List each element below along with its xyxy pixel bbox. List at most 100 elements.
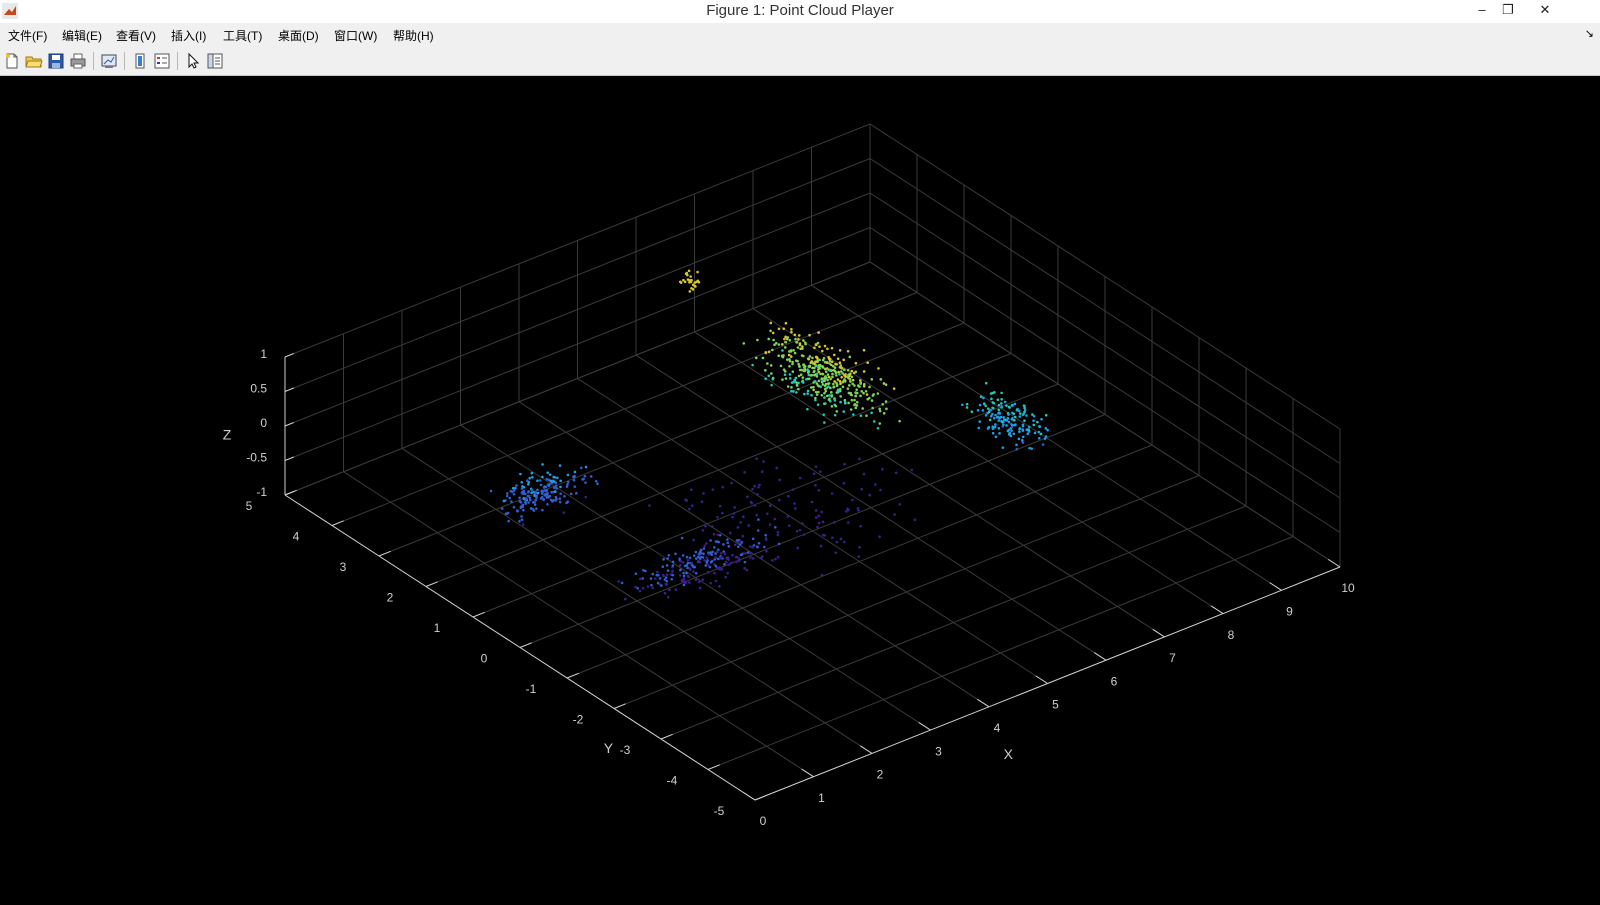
point-cloud-point [807,377,811,381]
floor-grid-line [707,536,1294,770]
point-cloud-point [641,577,645,580]
point-cloud-point [769,321,773,325]
point-cloud-point [787,353,791,357]
point-cloud-point [820,510,824,514]
point-cloud-point [565,485,569,488]
point-cloud-point [662,558,665,561]
point-cloud-point [783,337,786,341]
point-cloud-point [1046,428,1049,432]
open-file-icon[interactable] [25,52,43,70]
plot-area[interactable]: 0 1 2 3 4 5 6 7 8 9 10 -5 -4 -3 -2 -1 0 1 2 3 4 5 -1 -0.5 0 0.5 1 X… [0,76,1600,900]
point-cloud-point [802,369,805,372]
point-cloud-point [717,548,720,551]
point-cloud-point [992,416,996,420]
menu-view[interactable]: 查看(V) [116,29,156,43]
point-cloud-point [850,369,854,373]
point-cloud-point [527,490,531,493]
point-cloud-point [806,407,809,411]
point-cloud-point [730,481,733,485]
point-cloud-point [824,370,828,373]
minimize-button[interactable]: – [1478,2,1486,17]
point-cloud-point [536,479,539,482]
x-tick-label: 4 [994,721,1001,735]
point-cloud-point [842,368,846,371]
point-cloud-point [803,392,806,396]
colorbar-icon[interactable] [131,52,149,70]
floor-grid-line [331,292,918,526]
point-cloud-point [813,346,816,350]
point-cloud-point [699,549,703,552]
point-cloud-point [767,374,771,378]
point-cloud-point [788,364,791,368]
menu-tools[interactable]: 工具(T) [223,29,263,43]
point-cloud-point [884,400,888,403]
menu-insert[interactable]: 插入(I) [171,29,207,43]
point-cloud-point [666,595,670,599]
point-cloud-point [987,410,991,414]
point-cloud-point [665,573,669,576]
point-cloud-point [548,482,552,486]
point-cloud-point [764,369,767,372]
point-cloud-point [1044,427,1048,430]
point-cloud-point [844,372,847,376]
dock-arrow-icon[interactable]: ↘ [1584,28,1594,40]
point-cloud-point [718,533,722,537]
point-cloud-point [527,494,531,498]
point-cloud-point [822,413,826,416]
point-cloud-point [795,391,798,394]
menu-edit[interactable]: 编辑(E) [62,29,102,43]
edit-plot-icon[interactable] [184,52,202,70]
point-cloud-point [555,487,558,490]
point-cloud-point [698,560,702,564]
point-cloud-point [661,565,665,569]
menu-help[interactable]: 帮助(H) [393,29,434,43]
point-cloud-point [990,397,993,401]
point-cloud-point [791,362,794,366]
point-cloud-point [814,516,818,519]
point-cloud-point [762,460,765,463]
restore-button[interactable]: ❐ [1502,2,1514,17]
point-cloud-point [765,549,768,553]
point-cloud-point [690,278,693,282]
point-cloud-point [843,401,847,404]
point-cloud-point [797,338,800,341]
point-cloud-point [763,545,766,549]
point-cloud-point [849,393,853,396]
point-cloud-point [703,558,706,562]
point-cloud-point [769,364,773,367]
print-icon[interactable] [69,52,87,70]
point-cloud-point [1021,435,1025,439]
point-cloud-point [833,413,837,417]
point-cloud-point [777,327,781,331]
point-cloud-chart[interactable]: 012345678910-5-4-3-2-1012345-1-0.500.51X… [0,76,1600,900]
point-cloud-point [678,573,682,577]
legend-icon[interactable] [153,52,171,70]
x-tick-mark [1327,558,1341,568]
point-cloud-point [817,521,821,525]
point-cloud-point [840,366,844,370]
property-inspector-icon[interactable] [206,52,224,70]
save-icon[interactable] [47,52,65,70]
point-cloud-point [720,555,723,559]
point-cloud-point [681,554,685,557]
point-cloud-point [545,493,549,496]
point-cloud-point [830,405,834,408]
point-cloud-point [823,387,827,391]
menu-desktop[interactable]: 桌面(D) [278,29,319,43]
point-cloud-point [750,501,754,505]
point-cloud-point [530,491,533,495]
new-figure-icon[interactable] [3,52,21,70]
x-tick-mark [1035,675,1048,684]
menu-file[interactable]: 文件(F) [8,29,48,43]
close-button[interactable]: ✕ [1539,2,1551,17]
point-cloud-point [668,588,671,592]
point-cloud-point [1010,429,1013,432]
z-tick-label: 1 [260,347,267,361]
y-tick-label: 3 [340,560,347,574]
point-cloud-point [791,488,795,491]
link-plot-icon[interactable] [100,52,118,70]
z-tick-mark [284,353,294,358]
point-cloud-point [816,403,820,406]
point-cloud-point [893,513,896,516]
menu-window[interactable]: 窗口(W) [334,29,378,43]
